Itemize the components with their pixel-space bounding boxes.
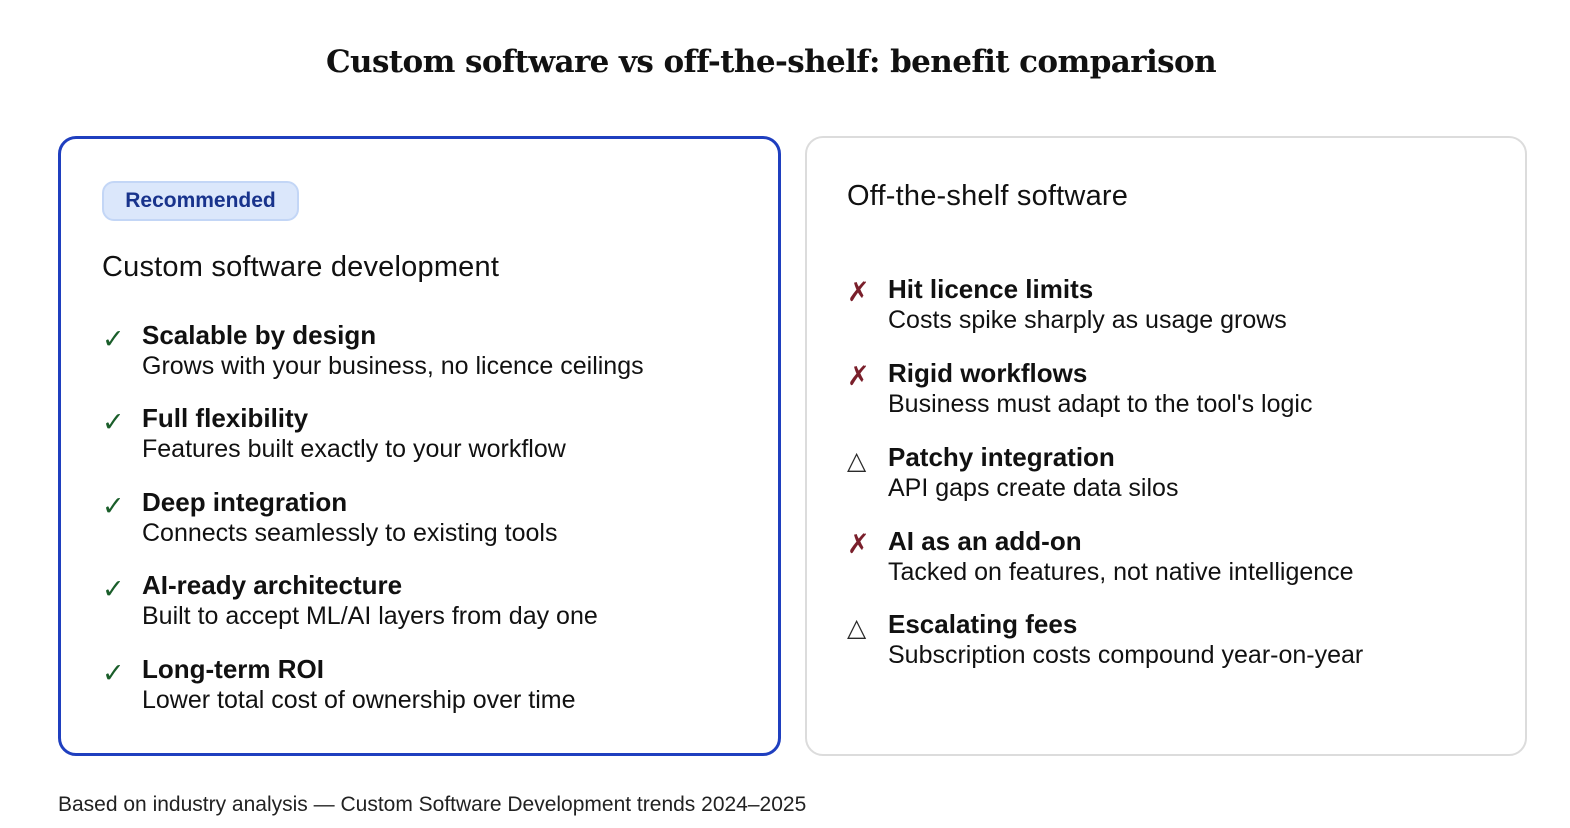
drawback-title: Patchy integration — [888, 442, 1115, 472]
check-icon: ✓ — [102, 574, 125, 604]
benefit-description: Connects seamlessly to existing tools — [142, 519, 558, 547]
cross-icon: ✗ — [847, 529, 870, 560]
drawback-title: AI as an add-on — [888, 526, 1082, 556]
cross-icon: ✗ — [847, 277, 870, 308]
custom-software-card: Recommended Custom software development … — [58, 136, 781, 756]
custom-card-heading: Custom software development — [102, 251, 500, 283]
check-icon: ✓ — [102, 491, 125, 521]
drawback-description: Costs spike sharply as usage grows — [888, 306, 1287, 334]
drawback-description: API gaps create data silos — [888, 474, 1179, 502]
benefit-description: Built to accept ML/AI layers from day on… — [142, 602, 598, 630]
benefit-item: ✓ Long-term ROI Lower total cost of owne… — [61, 654, 778, 724]
benefit-description: Lower total cost of ownership over time — [142, 686, 576, 714]
benefit-title: Full flexibility — [142, 403, 309, 433]
drawback-description: Subscription costs compound year-on-year — [888, 641, 1364, 669]
benefit-item: ✓ Scalable by design Grows with your bus… — [61, 320, 778, 390]
drawback-item: △ Escalating fees Subscription costs com… — [807, 609, 1525, 679]
check-icon: ✓ — [102, 324, 125, 354]
warning-triangle-icon: △ — [847, 613, 867, 642]
cross-icon: ✗ — [847, 361, 870, 392]
benefit-title: Long-term ROI — [142, 654, 324, 684]
benefit-description: Grows with your business, no licence cei… — [142, 352, 644, 380]
recommended-badge: Recommended — [102, 181, 299, 221]
drawback-title: Hit licence limits — [888, 274, 1094, 304]
benefit-title: Scalable by design — [142, 320, 377, 350]
page-title: Custom software vs off-the-shelf: benefi… — [325, 44, 1217, 80]
drawback-item: ✗ AI as an add-on Tacked on features, no… — [807, 526, 1525, 596]
drawback-description: Business must adapt to the tool's logic — [888, 390, 1313, 418]
source-footnote: Based on industry analysis — Custom Soft… — [58, 793, 807, 816]
drawback-title: Escalating fees — [888, 609, 1078, 639]
drawback-item: ✗ Hit licence limits Costs spike sharply… — [807, 274, 1525, 344]
benefit-description: Features built exactly to your workflow — [142, 435, 566, 463]
benefit-title: Deep integration — [142, 487, 348, 517]
drawback-item: ✗ Rigid workflows Business must adapt to… — [807, 358, 1525, 428]
warning-triangle-icon: △ — [847, 446, 867, 475]
check-icon: ✓ — [102, 658, 125, 688]
benefit-title: AI-ready architecture — [142, 570, 403, 600]
benefit-item: ✓ AI-ready architecture Built to accept … — [61, 570, 778, 640]
drawback-description: Tacked on features, not native intellige… — [888, 558, 1354, 586]
drawback-item: △ Patchy integration API gaps create dat… — [807, 442, 1525, 512]
drawback-title: Rigid workflows — [888, 358, 1088, 388]
check-icon: ✓ — [102, 407, 125, 437]
off-the-shelf-heading: Off-the-shelf software — [847, 180, 1129, 212]
benefit-item: ✓ Deep integration Connects seamlessly t… — [61, 487, 778, 557]
off-the-shelf-card: Off-the-shelf software ✗ Hit licence lim… — [805, 136, 1527, 756]
benefit-item: ✓ Full flexibility Features built exactl… — [61, 403, 778, 473]
